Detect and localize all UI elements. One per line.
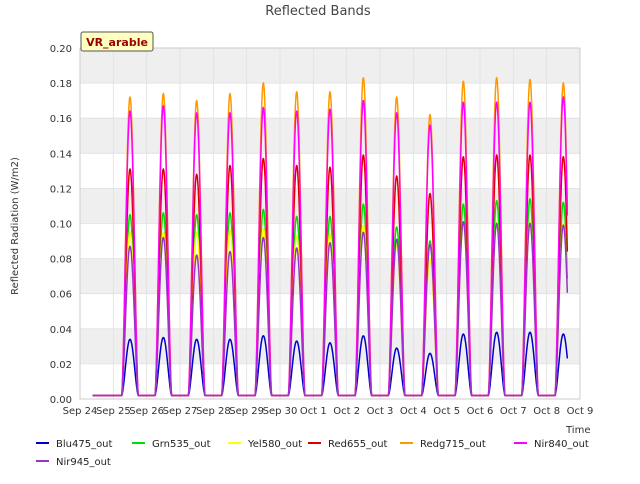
chart-title: Reflected Bands <box>265 4 371 19</box>
x-tick-label: Sep 25 <box>96 406 131 417</box>
y-tick-label: 0.00 <box>50 395 72 406</box>
site-label: VR_arable <box>86 36 148 49</box>
legend-label: Blu475_out <box>56 439 113 450</box>
y-tick-label: 0.14 <box>50 149 72 160</box>
y-tick-label: 0.06 <box>50 290 72 301</box>
x-tick-label: Oct 2 <box>333 406 360 417</box>
y-tick-label: 0.16 <box>50 114 72 125</box>
x-tick-label: Oct 4 <box>400 406 427 417</box>
y-tick-label: 0.20 <box>50 44 72 55</box>
x-tick-label: Oct 1 <box>300 406 327 417</box>
legend-label: Yel580_out <box>247 439 302 450</box>
x-tick-label: Sep 24 <box>63 406 98 417</box>
x-tick-label: Sep 27 <box>163 406 198 417</box>
x-tick-label: Sep 28 <box>196 406 231 417</box>
x-tick-label: Oct 8 <box>533 406 560 417</box>
legend-label: Nir945_out <box>56 457 111 468</box>
y-tick-label: 0.12 <box>50 184 72 195</box>
legend-label: Nir840_out <box>534 439 589 450</box>
y-axis-label: Reflected Radiation (W/m2) <box>10 157 21 295</box>
y-tick-label: 0.10 <box>50 220 72 231</box>
y-tick-label: 0.18 <box>50 79 72 90</box>
legend-label: Red655_out <box>328 439 388 450</box>
x-tick-label: Sep 30 <box>263 406 298 417</box>
y-tick-label: 0.08 <box>50 255 72 266</box>
x-tick-label: Sep 29 <box>229 406 264 417</box>
y-tick-label: 0.02 <box>50 360 72 371</box>
site-label-box: VR_arable <box>81 32 153 51</box>
x-tick-label: Oct 9 <box>567 406 594 417</box>
x-tick-label: Sep 26 <box>129 406 164 417</box>
x-axis-label: Time <box>565 425 590 436</box>
x-tick-label: Oct 7 <box>500 406 527 417</box>
x-tick-label: Oct 3 <box>367 406 394 417</box>
x-tick-label: Oct 6 <box>467 406 494 417</box>
y-tick-label: 0.04 <box>50 325 72 336</box>
legend-label: Grn535_out <box>152 439 211 450</box>
legend-label: Redg715_out <box>420 439 486 450</box>
x-tick-label: Oct 5 <box>433 406 460 417</box>
